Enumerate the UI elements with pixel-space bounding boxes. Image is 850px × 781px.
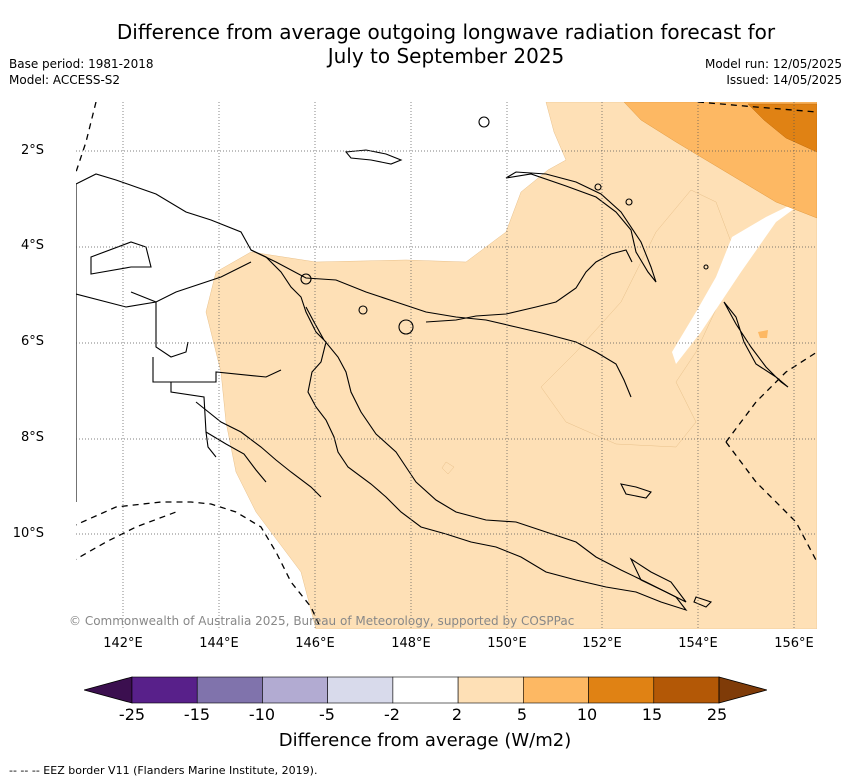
colorbar-cells <box>131 676 720 704</box>
lat-label-6s: 6°S <box>20 334 44 349</box>
colorbar-cell <box>392 676 459 704</box>
colorbar-arrow-left <box>84 676 133 704</box>
title-line-2: July to September 2025 <box>327 44 565 68</box>
lat-label-4s: 4°S <box>20 238 44 253</box>
lon-label-146e: 146°E <box>295 636 335 651</box>
colorbar-label: Difference from average (W/m2) <box>278 730 572 751</box>
colorbar-arrow-right <box>718 676 767 704</box>
lon-label-144e: 144°E <box>199 636 239 651</box>
colorbar-cell <box>457 676 524 704</box>
issued-date: Issued: 14/05/2025 <box>726 73 842 87</box>
anomaly-blob <box>758 330 768 338</box>
meta-left: Base period: 1981-2018 Model: ACCESS-S2 <box>9 56 154 88</box>
eez-borders <box>76 102 817 629</box>
lon-label-142e: 142°E <box>103 636 143 651</box>
colorbar-cell <box>588 676 655 704</box>
base-period: Base period: 1981-2018 <box>9 57 154 71</box>
legend-tick-5: 5 <box>516 705 528 724</box>
lat-label-2s: 2°S <box>20 143 44 158</box>
coastlines <box>76 116 789 612</box>
lat-label-8s: 8°S <box>20 430 44 445</box>
colorbar-cell <box>653 676 720 704</box>
lon-label-148e: 148°E <box>391 636 431 651</box>
meta-right: Model run: 12/05/2025 Issued: 14/05/2025 <box>705 56 842 88</box>
model-name: Model: ACCESS-S2 <box>9 73 121 87</box>
title-line-1: Difference from average outgoing longwav… <box>116 20 776 44</box>
map-canvas <box>76 102 817 629</box>
anomaly-region-10-15 <box>747 103 817 153</box>
legend-tick-neg10: -10 <box>248 705 276 724</box>
gridlines <box>76 102 817 629</box>
legend-tick-15: 15 <box>641 705 663 724</box>
legend-tick-25: 25 <box>706 705 728 724</box>
legend-tick-neg5: -5 <box>319 705 335 724</box>
legend-tick-2: 2 <box>451 705 463 724</box>
colorbar-cell <box>523 676 589 704</box>
colorbar <box>84 676 767 704</box>
legend-tick-10: 10 <box>576 705 598 724</box>
legend-tick-neg2: -2 <box>384 705 400 724</box>
legend-tick-neg15: -15 <box>183 705 211 724</box>
colorbar-cell <box>131 676 198 704</box>
colorbar-cell <box>262 676 328 704</box>
model-run: Model run: 12/05/2025 <box>704 57 842 71</box>
colorbar-cell <box>196 676 263 704</box>
neutral-region <box>672 192 817 364</box>
lon-label-154e: 154°E <box>678 636 718 651</box>
lon-label-150e: 150°E <box>487 636 527 651</box>
colorbar-cell <box>327 676 394 704</box>
anomaly-region-2-5 <box>205 102 817 629</box>
anomaly-region-5-10 <box>623 102 817 219</box>
eez-note: -- -- -- EEZ border V11 (Flanders Marine… <box>9 764 318 777</box>
legend-tick-neg25: -25 <box>118 705 146 724</box>
lon-label-156e: 156°E <box>774 636 814 651</box>
map-title: Difference from average outgoing longwav… <box>60 20 832 68</box>
lat-label-10s: 10°S <box>12 526 44 541</box>
lon-label-152e: 152°E <box>582 636 622 651</box>
copyright-notice: © Commonwealth of Australia 2025, Bureau… <box>69 614 575 628</box>
